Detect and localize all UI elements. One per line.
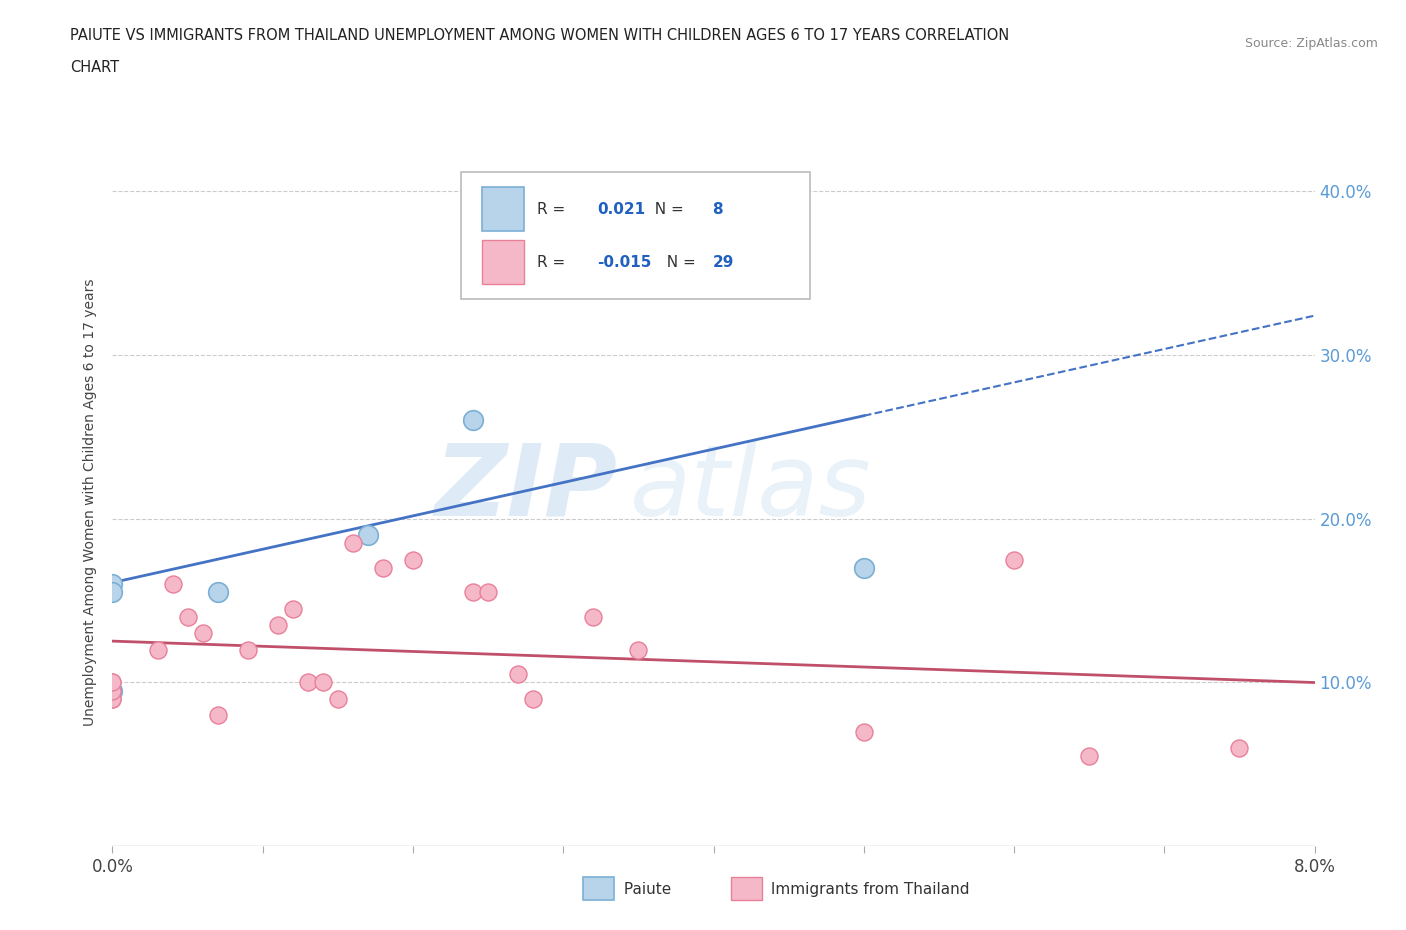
Point [281,602,304,617]
Text: atlas: atlas [630,440,872,537]
Point [236,643,259,658]
Point [357,527,380,542]
Text: PAIUTE VS IMMIGRANTS FROM THAILAND UNEMPLOYMENT AMONG WOMEN WITH CHILDREN AGES 6: PAIUTE VS IMMIGRANTS FROM THAILAND UNEMP… [70,28,1010,43]
Text: R =: R = [537,202,569,217]
Point [402,552,425,567]
Point [101,691,124,706]
Point [267,618,290,632]
Text: Immigrants from Thailand: Immigrants from Thailand [766,882,970,897]
Point [492,258,515,272]
Point [852,724,875,739]
Point [371,560,394,575]
Point [477,585,499,600]
Text: CHART: CHART [70,60,120,75]
Point [101,691,124,706]
Point [176,609,198,624]
Text: N =: N = [645,202,689,217]
Point [461,413,484,428]
Point [101,577,124,591]
Point [627,643,650,658]
Point [582,609,605,624]
Text: 29: 29 [713,255,734,270]
Point [191,626,214,641]
FancyBboxPatch shape [731,877,762,900]
Text: ZIP: ZIP [434,440,617,537]
Point [101,675,124,690]
Point [101,684,124,698]
Point [101,585,124,600]
FancyBboxPatch shape [481,187,523,232]
Point [461,585,484,600]
Text: 8: 8 [713,202,723,217]
Point [207,708,229,723]
Point [1002,552,1025,567]
FancyBboxPatch shape [461,172,810,299]
Point [1078,749,1101,764]
FancyBboxPatch shape [583,877,614,900]
Point [522,691,544,706]
Point [297,675,319,690]
Point [146,643,169,658]
Text: Source: ZipAtlas.com: Source: ZipAtlas.com [1244,37,1378,50]
Point [1229,740,1251,755]
Point [852,560,875,575]
Point [162,577,184,591]
Point [101,684,124,698]
Point [508,667,530,682]
FancyBboxPatch shape [481,240,523,285]
Text: -0.015: -0.015 [598,255,651,270]
Text: 0.021: 0.021 [598,202,645,217]
Point [312,675,335,690]
Point [326,691,349,706]
Point [207,585,229,600]
Point [342,536,364,551]
Text: N =: N = [657,255,700,270]
Text: Paiute: Paiute [619,882,671,897]
Text: R =: R = [537,255,569,270]
Point [101,675,124,690]
Y-axis label: Unemployment Among Women with Children Ages 6 to 17 years: Unemployment Among Women with Children A… [83,278,97,726]
